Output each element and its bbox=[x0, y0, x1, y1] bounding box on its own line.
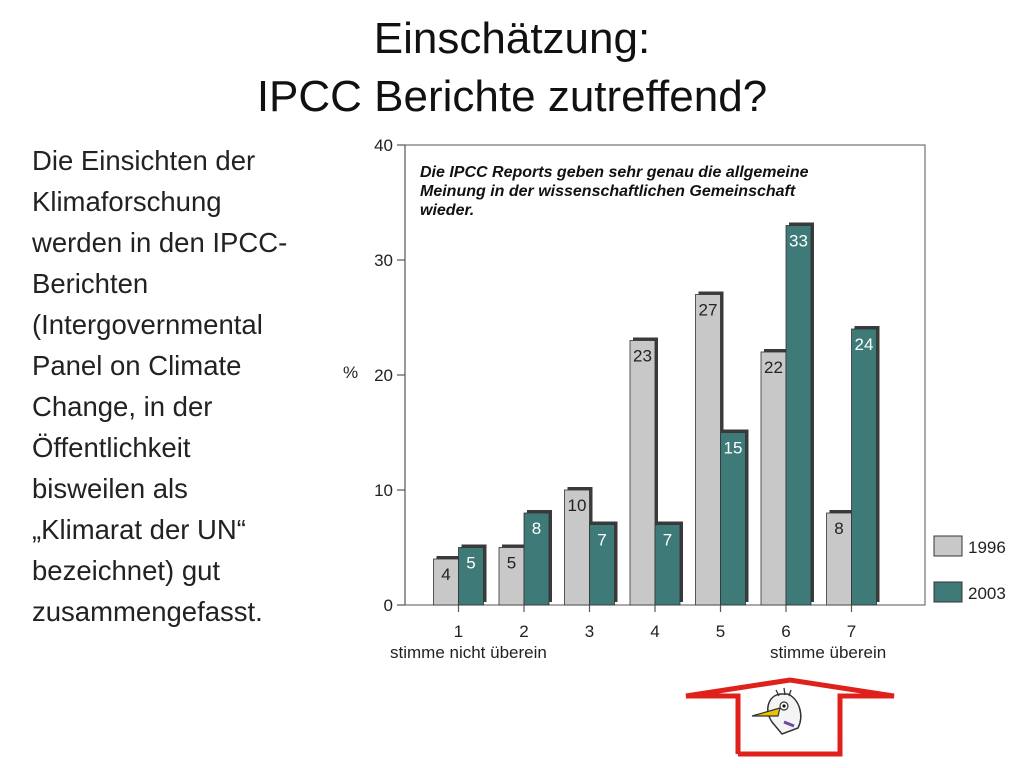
y-tick-label: 30 bbox=[374, 251, 393, 270]
x-annotation-left: stimme nicht überein bbox=[390, 643, 547, 662]
y-tick-label: 0 bbox=[384, 596, 393, 615]
body-line: Berichten bbox=[32, 268, 149, 299]
body-line: (Intergovernmental bbox=[32, 309, 263, 340]
legend: 1996 2003 bbox=[933, 535, 1006, 603]
x-tick-label: 1 bbox=[454, 622, 463, 641]
body-line: werden in den IPCC- bbox=[32, 227, 288, 258]
bar-1996-3 bbox=[564, 489, 590, 606]
bar-value-label: 4 bbox=[441, 565, 450, 584]
body-text: Die Einsichten der Klimaforschung werden… bbox=[32, 140, 352, 632]
up-arrow-outline bbox=[685, 677, 895, 757]
bar-2003-2 bbox=[523, 512, 550, 606]
bar-value-label: 7 bbox=[663, 531, 672, 550]
body-line: zusammengefasst. bbox=[32, 596, 263, 627]
legend-label-1996: 1996 bbox=[968, 538, 1006, 557]
slide-title-line-2: IPCC Berichte zutreffend? bbox=[256, 72, 768, 121]
x-tick-label: 3 bbox=[585, 622, 594, 641]
bar-1996-2 bbox=[498, 547, 525, 606]
bar-value-label: 10 bbox=[568, 496, 587, 515]
bar-2003-5 bbox=[720, 432, 746, 606]
bar-1996-5 bbox=[695, 294, 721, 606]
bar-2003-1 bbox=[458, 547, 484, 606]
bar-1996-4 bbox=[629, 340, 656, 606]
x-tick-label: 2 bbox=[519, 622, 528, 641]
y-tick-label: 20 bbox=[374, 366, 393, 385]
cartoon-bird-icon bbox=[751, 687, 802, 735]
body-line: Panel on Climate bbox=[32, 350, 242, 381]
body-line: bisweilen als bbox=[32, 473, 188, 504]
slide-title: Einschätzung: IPCC Berichte zutreffend? bbox=[0, 10, 1024, 126]
bar-2003-3 bbox=[589, 524, 615, 606]
y-axis-label: % bbox=[343, 363, 358, 382]
body-line: Change, in der bbox=[32, 391, 213, 422]
bar-value-label: 8 bbox=[834, 519, 843, 538]
bar-value-label: 5 bbox=[466, 554, 475, 573]
legend-label-2003: 2003 bbox=[968, 584, 1006, 603]
y-tick-label: 40 bbox=[374, 136, 393, 155]
x-tick-label: 6 bbox=[781, 622, 790, 641]
bar-value-label: 23 bbox=[633, 347, 652, 366]
bar-value-label: 22 bbox=[764, 358, 783, 377]
x-annotation-right: stimme überein bbox=[770, 643, 886, 662]
bar-value-label: 8 bbox=[532, 519, 541, 538]
x-tick-label: 4 bbox=[650, 622, 659, 641]
chart-title-line-3: wieder. bbox=[420, 202, 474, 219]
bar-value-label: 33 bbox=[789, 232, 808, 251]
body-line: bezeichnet) gut bbox=[32, 555, 221, 586]
x-tick-label: 7 bbox=[847, 622, 856, 641]
bar-2003-4 bbox=[654, 524, 681, 606]
bar-value-label: 15 bbox=[724, 439, 743, 458]
bar-2003-7 bbox=[851, 328, 877, 606]
bar-value-label: 27 bbox=[699, 301, 718, 320]
body-line: Die Einsichten der bbox=[32, 145, 256, 176]
bar-1996-7 bbox=[826, 512, 852, 606]
legend-swatch-1996 bbox=[933, 535, 963, 557]
legend-swatch-2003 bbox=[933, 581, 963, 603]
body-line: „Klimarat der UN“ bbox=[32, 514, 246, 545]
chart-title-line-1: Die IPCC Reports geben sehr genau die al… bbox=[420, 164, 809, 181]
x-tick-label: 5 bbox=[716, 622, 725, 641]
bar-value-label: 7 bbox=[597, 531, 606, 550]
y-tick-label: 10 bbox=[374, 481, 393, 500]
bar-1996-6 bbox=[760, 351, 787, 606]
bar-value-label: 5 bbox=[507, 554, 516, 573]
bar-2003-6 bbox=[785, 225, 812, 606]
body-line: Öffentlichkeit bbox=[32, 432, 191, 463]
chart-title-line-2: Meinung in der wissenschaftlichen Gemein… bbox=[420, 183, 796, 200]
body-line: Klimaforschung bbox=[32, 186, 222, 217]
mascot-arrow bbox=[685, 677, 895, 757]
bar-value-label: 24 bbox=[855, 335, 874, 354]
slide-title-line-1: Einschätzung: bbox=[373, 14, 651, 63]
